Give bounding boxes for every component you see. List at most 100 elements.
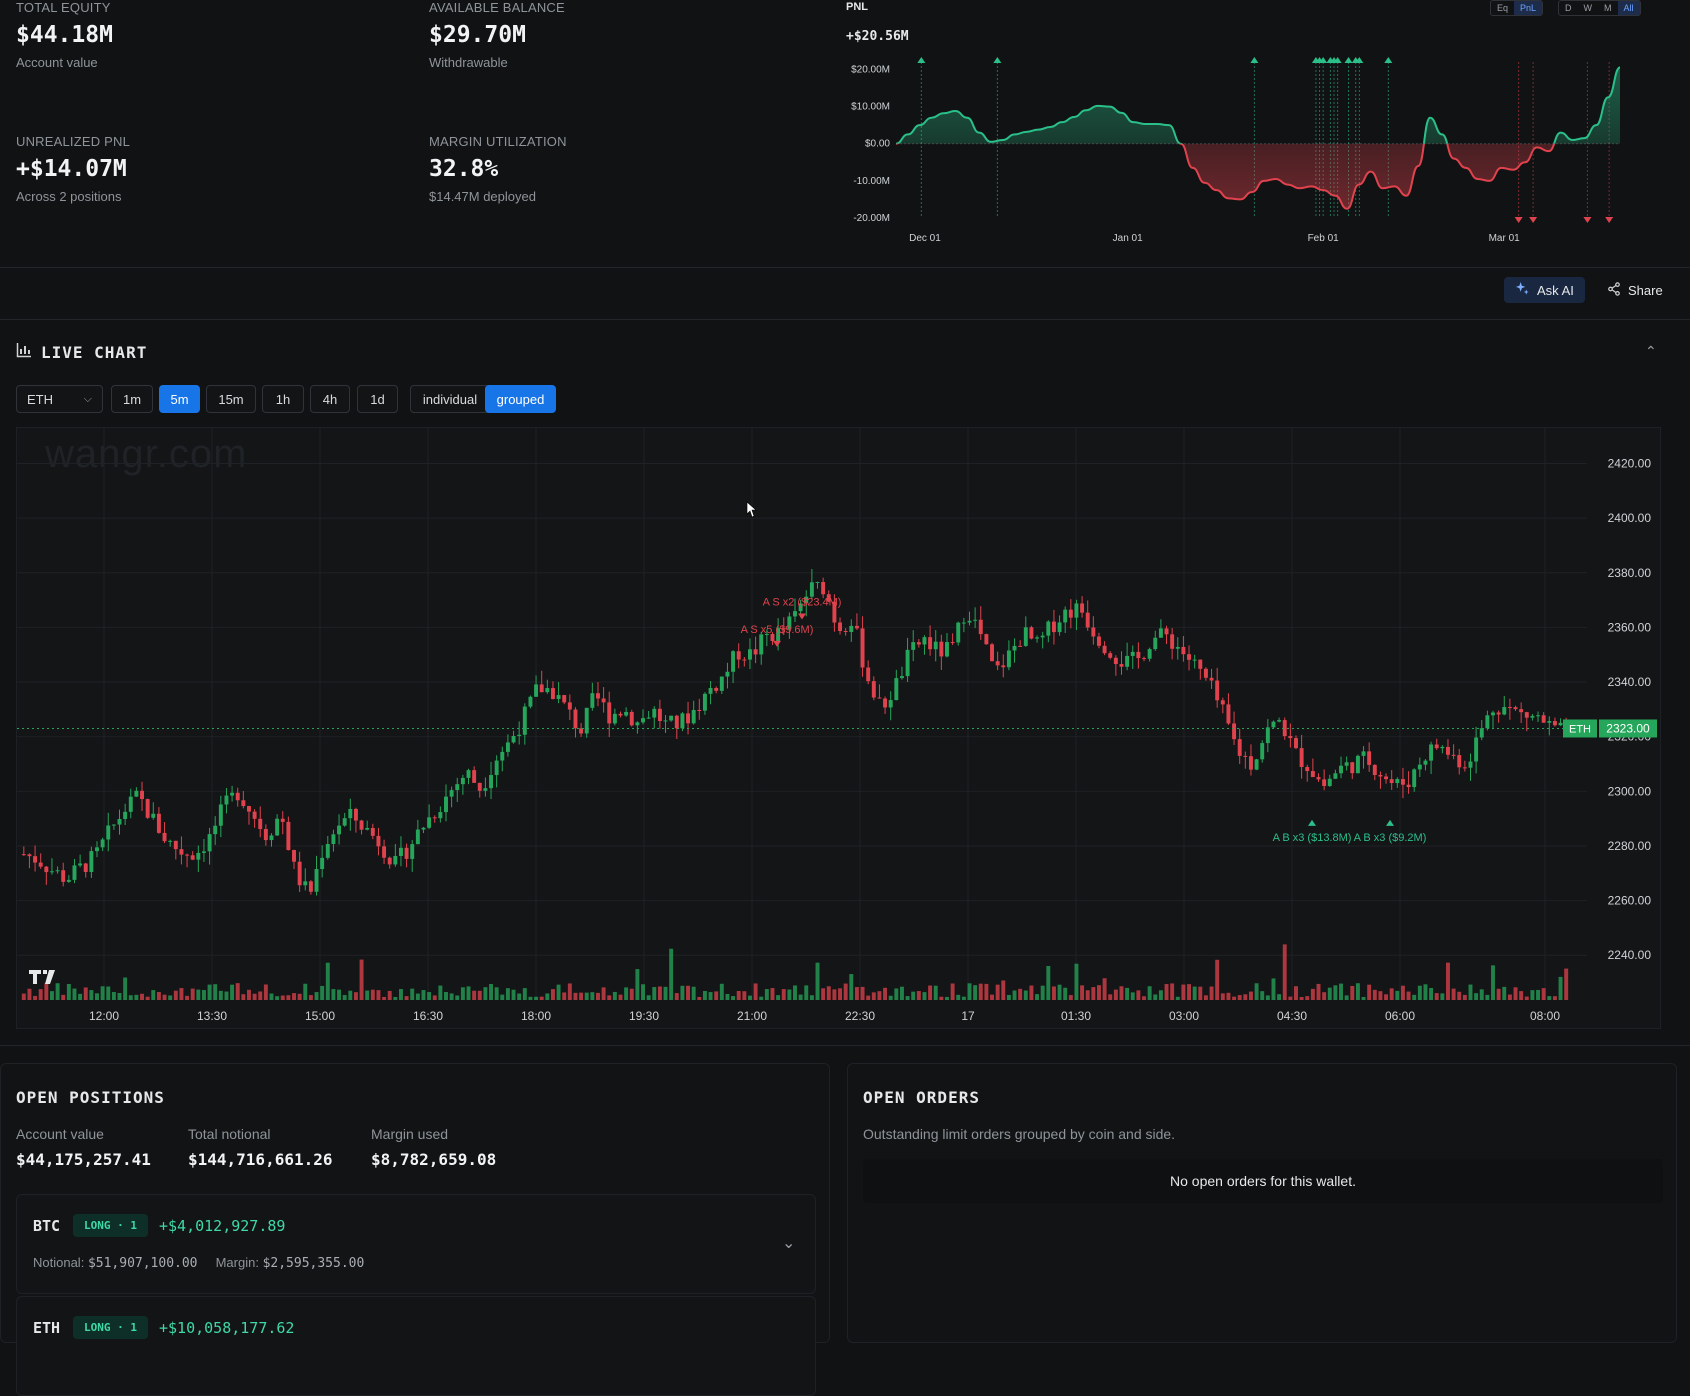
interval-4h[interactable]: 4h: [310, 385, 350, 413]
volume-bar: [928, 985, 933, 1000]
candle: [500, 751, 505, 761]
candle: [1091, 627, 1096, 637]
interval-1m[interactable]: 1m: [111, 385, 153, 413]
chevron-up-icon[interactable]: ⌃: [1645, 343, 1657, 359]
coin-select[interactable]: ETH ⌵: [16, 385, 103, 413]
candle: [213, 825, 218, 835]
volume-bar: [438, 985, 443, 1000]
volume-bar: [1440, 993, 1445, 1000]
pnl-x-tick: Dec 01: [909, 233, 941, 244]
volume-bar: [517, 993, 522, 1000]
candle: [573, 709, 578, 729]
live-chart-title: LIVE CHART: [41, 342, 148, 362]
pointer-cursor-icon: [746, 501, 757, 518]
candlestick-chart[interactable]: wangr.com 2420.00 2400.00 2380.00 2360.00 23…: [16, 427, 1661, 1029]
chevron-down-icon: ⌵: [83, 392, 92, 405]
stat-value: $29.70M: [429, 22, 526, 48]
volume-bar: [573, 992, 578, 1000]
candle: [742, 659, 747, 661]
pnl-y-tick: -20.00M: [853, 213, 890, 224]
volume-bar: [410, 988, 415, 1000]
volume-bar: [106, 986, 111, 1000]
ask-ai-button[interactable]: Ask AI: [1504, 277, 1585, 303]
arrow-up-icon: [1308, 819, 1316, 826]
mode-grouped[interactable]: grouped: [485, 385, 556, 413]
volume-bar: [140, 993, 144, 1000]
buy-marker-icon: [917, 57, 926, 63]
volume-bar: [1012, 990, 1017, 1000]
candle: [596, 693, 600, 699]
volume-bar: [1153, 994, 1158, 1000]
candle: [1085, 612, 1090, 628]
candle: [100, 839, 105, 848]
interval-1h[interactable]: 1h: [262, 385, 304, 413]
interval-15m[interactable]: 15m: [206, 385, 256, 413]
position-card-btc[interactable]: BTC LONG · 1 +$4,012,927.89 Notional: $5…: [16, 1194, 816, 1294]
volume-bar: [1102, 978, 1107, 1000]
volume-bar: [95, 993, 99, 1000]
interval-5m[interactable]: 5m: [159, 385, 200, 413]
volume-bar: [1536, 989, 1541, 1000]
volume-bar: [269, 993, 274, 1000]
candle: [657, 708, 662, 721]
volume-bar: [1400, 985, 1405, 1000]
volume-bar: [1322, 992, 1327, 1000]
candle: [714, 688, 719, 691]
tab-range-m[interactable]: M: [1604, 3, 1612, 13]
tab-range-w[interactable]: W: [1583, 3, 1593, 13]
interval-1d[interactable]: 1d: [357, 385, 398, 413]
volume-bar: [483, 987, 488, 1000]
candlestick-canvas[interactable]: 2420.002400.002380.002360.002340.002320.…: [17, 428, 1662, 1030]
volume-bar: [156, 992, 161, 1000]
volume-bar: [798, 994, 803, 1000]
candle: [1400, 779, 1405, 785]
tab-range-d[interactable]: D: [1565, 3, 1572, 13]
tab-pnl[interactable]: PnL: [1514, 1, 1543, 15]
candle: [905, 649, 910, 677]
candle: [201, 851, 206, 853]
volume-bar: [759, 996, 764, 1000]
open-orders-title: OPEN ORDERS: [863, 1088, 980, 1107]
candle: [899, 676, 904, 679]
volume-bar: [1446, 962, 1450, 1000]
candle: [652, 708, 657, 718]
tab-eq[interactable]: Eq: [1497, 3, 1509, 13]
candle: [708, 688, 713, 694]
volume-bar: [466, 986, 471, 1000]
pnl-mode-toggle: Eq PnL: [1490, 0, 1544, 16]
chevron-down-icon[interactable]: ⌄: [782, 1235, 796, 1252]
candle: [398, 847, 403, 856]
pnl-area-positive: [896, 67, 1620, 144]
candle: [128, 796, 133, 812]
volume-bar: [1074, 963, 1079, 1000]
volume-bar: [1243, 994, 1248, 1000]
candle: [140, 790, 144, 800]
candle: [854, 625, 859, 629]
volume-bar: [1277, 994, 1282, 1000]
volume-bar: [1170, 983, 1175, 1000]
candle: [410, 844, 415, 859]
volume-bar: [1451, 988, 1456, 1000]
price-tick: 2260.00: [1608, 894, 1652, 908]
candle: [1232, 723, 1237, 740]
tab-range-all[interactable]: All: [1617, 1, 1640, 15]
candle: [337, 825, 342, 835]
candle: [736, 651, 741, 660]
candle: [1119, 664, 1124, 667]
candle: [1350, 762, 1355, 774]
time-tick: 19:30: [629, 1009, 659, 1023]
volume-bar: [1040, 985, 1045, 1000]
share-button[interactable]: Share: [1596, 277, 1674, 303]
candle: [1423, 760, 1428, 765]
position-pnl: +$4,012,927.89: [159, 1217, 286, 1235]
volume-bar: [939, 996, 944, 1000]
sell-marker-icon: [1514, 217, 1523, 223]
stat-label: AVAILABLE BALANCE: [429, 0, 565, 15]
volume-bar: [1395, 990, 1400, 1000]
candle: [438, 812, 443, 819]
mode-individual[interactable]: individual: [410, 385, 490, 413]
candle: [860, 628, 865, 668]
candle: [1209, 677, 1214, 681]
position-card-eth[interactable]: ETH LONG · 1 +$10,058,177.62: [16, 1296, 816, 1396]
volume-bar: [770, 988, 775, 1000]
